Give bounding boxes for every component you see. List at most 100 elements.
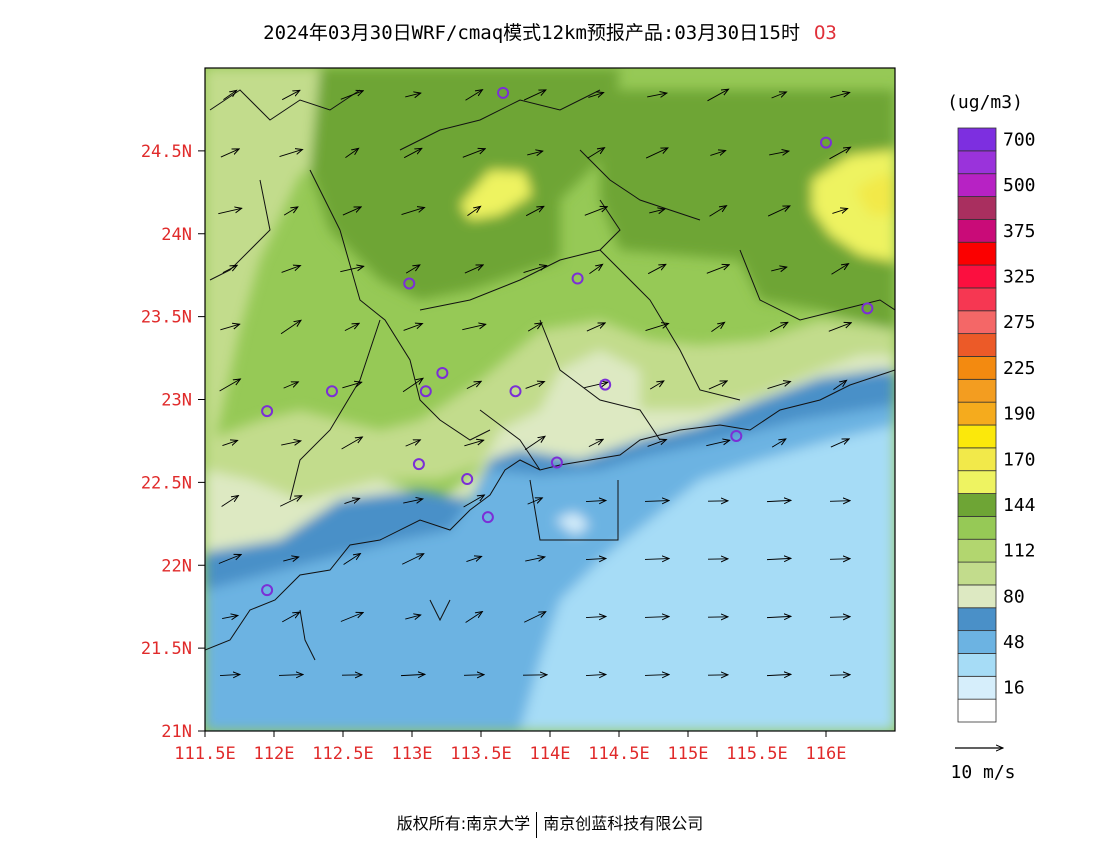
wind-arrow bbox=[586, 323, 605, 332]
wind-arrow bbox=[647, 440, 667, 447]
longitude-labels: 111.5E 112E 112.5E 113E 113.5E 114E 114.5E 115E… bbox=[174, 731, 846, 764]
wind-arrow bbox=[403, 148, 422, 159]
wind-arrow bbox=[645, 148, 668, 159]
wind-arrow bbox=[644, 559, 669, 560]
wind-arrow bbox=[342, 207, 361, 216]
wind-arrow bbox=[220, 324, 239, 331]
station-marker bbox=[403, 277, 416, 290]
wind-arrow bbox=[463, 675, 484, 676]
wind-arrow bbox=[710, 151, 725, 156]
wind-arrow bbox=[340, 266, 363, 273]
wind-arrow bbox=[527, 151, 543, 155]
wind-arrow bbox=[340, 613, 363, 622]
wind-arrow bbox=[766, 616, 791, 617]
wind-arrow bbox=[523, 90, 546, 101]
wind-arrow bbox=[405, 615, 420, 619]
lat-label: 21N bbox=[161, 722, 192, 742]
colorbar-label: 325 bbox=[1003, 267, 1036, 288]
colorbar-label: 375 bbox=[1003, 221, 1036, 242]
station-marker bbox=[820, 136, 832, 149]
wind-arrow bbox=[341, 437, 363, 450]
wind-arrow bbox=[831, 264, 849, 275]
wind-arrow bbox=[830, 92, 849, 99]
station-marker bbox=[599, 378, 612, 391]
latitude-labels: 24.5N 24N 23.5N 23N 22.5N 22N 21.5N 21N bbox=[141, 142, 205, 742]
colorbar-label: 500 bbox=[1003, 175, 1036, 196]
wind-arrow bbox=[709, 206, 727, 217]
wind-arrow bbox=[830, 439, 849, 448]
pollutant-label: O3 bbox=[813, 22, 837, 44]
station-marker bbox=[461, 473, 474, 486]
colorbar-swatch bbox=[957, 310, 997, 335]
colorbar-swatch bbox=[957, 196, 997, 220]
colorbar-swatch bbox=[957, 447, 997, 472]
wind-arrow bbox=[218, 555, 241, 564]
lon-label: 114E bbox=[530, 744, 571, 764]
wind-arrow bbox=[464, 265, 483, 274]
wind-arrow bbox=[829, 501, 850, 502]
wind-arrow bbox=[525, 206, 544, 217]
title-text: 2024年03月30日WRF/cmaq模式12km预报产品:03月30日15时 bbox=[263, 22, 800, 44]
boundary-lines bbox=[205, 89, 895, 661]
station-marker bbox=[571, 272, 584, 285]
wind-arrow bbox=[525, 382, 545, 389]
colorbar-label: 170 bbox=[1003, 449, 1036, 470]
colorbar-swatch bbox=[957, 470, 997, 494]
lat-label: 24N bbox=[161, 225, 192, 245]
colorbar-swatch bbox=[957, 584, 997, 609]
station-marker bbox=[550, 456, 563, 469]
wind-arrow bbox=[283, 207, 298, 216]
wind-arrow bbox=[281, 441, 301, 445]
wind-arrow bbox=[588, 439, 603, 448]
lon-label: 113.5E bbox=[450, 744, 511, 764]
colorbar-swatch bbox=[957, 287, 997, 312]
lon-label: 112E bbox=[254, 744, 295, 764]
wind-arrow bbox=[278, 675, 303, 676]
copyright-footer: 版权所有:南京大学 南京创蓝科技有限公司 bbox=[0, 810, 1100, 838]
wind-arrow bbox=[766, 500, 791, 501]
wind-arrow bbox=[403, 324, 423, 331]
wind-arrow bbox=[464, 440, 483, 447]
wind-arrow bbox=[524, 436, 545, 451]
wind-arrow bbox=[649, 381, 664, 390]
lat-label: 23.5N bbox=[141, 308, 192, 328]
station-marker bbox=[861, 302, 874, 315]
lat-label: 22.5N bbox=[141, 473, 192, 493]
wind-arrow bbox=[711, 322, 724, 332]
colorbar-swatch bbox=[957, 127, 997, 152]
wind-arrow bbox=[218, 208, 241, 215]
wind-arrow bbox=[585, 674, 606, 675]
wind-arrow bbox=[340, 91, 363, 100]
wind-arrow bbox=[219, 674, 240, 675]
wind-arrow bbox=[644, 617, 669, 618]
monitoring-stations bbox=[261, 86, 874, 597]
wind-arrow bbox=[833, 380, 846, 390]
colorbar-swatch bbox=[957, 630, 997, 654]
wind-arrow bbox=[221, 496, 239, 507]
wind-arrow bbox=[585, 616, 606, 617]
wind-arrow bbox=[767, 381, 791, 389]
colorbar-swatch bbox=[957, 378, 997, 403]
wind-arrow bbox=[463, 495, 485, 508]
colorbar-label: 80 bbox=[1003, 586, 1025, 607]
wind-arrow bbox=[222, 440, 237, 447]
wind-arrow bbox=[281, 90, 300, 101]
wind-scale-label: 10 m/s bbox=[950, 762, 1015, 783]
wind-arrow bbox=[525, 557, 545, 561]
wind-arrow bbox=[405, 265, 420, 274]
wind-arrow bbox=[828, 323, 851, 332]
colorbar-swatch bbox=[957, 356, 997, 380]
wind-arrow bbox=[283, 382, 299, 389]
wind-arrow bbox=[771, 267, 787, 271]
wind-arrow bbox=[400, 674, 425, 675]
wind-arrow bbox=[645, 323, 669, 331]
wind-arrow bbox=[345, 148, 358, 158]
wind-arrow bbox=[344, 498, 359, 505]
wind-arrow bbox=[584, 207, 607, 216]
colorbar-swatch bbox=[957, 150, 997, 175]
colorbar-swatch bbox=[957, 515, 997, 540]
station-marker bbox=[325, 385, 338, 398]
station-marker bbox=[412, 458, 425, 471]
colorbar-swatch bbox=[957, 538, 997, 563]
